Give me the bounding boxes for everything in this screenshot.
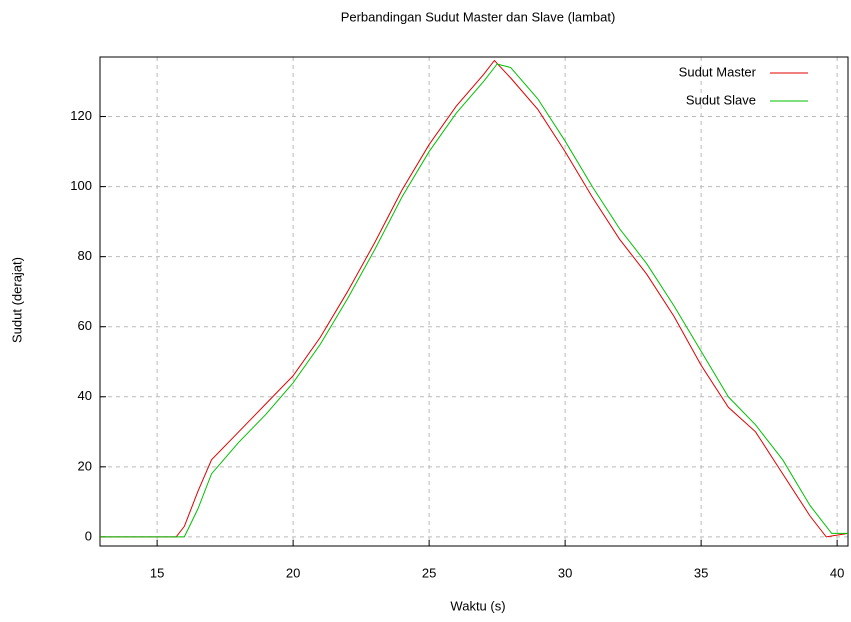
y-tick-label: 100 xyxy=(70,178,92,193)
series-line xyxy=(100,63,848,538)
y-tick-label: 40 xyxy=(78,388,92,403)
y-axis-label: Sudut (derajat) xyxy=(9,257,24,343)
x-tick-label: 20 xyxy=(286,565,300,580)
x-tick-label: 35 xyxy=(694,565,708,580)
series-line xyxy=(100,59,849,538)
x-tick-label: 40 xyxy=(830,565,844,580)
x-tick-label: 15 xyxy=(150,565,164,580)
legend-label: Sudut Master xyxy=(679,64,757,79)
y-tick-label: 120 xyxy=(70,108,92,123)
y-tick-label: 80 xyxy=(78,248,92,263)
x-tick-label: 30 xyxy=(558,565,572,580)
plot-frame xyxy=(99,56,849,547)
legend-label: Sudut Slave xyxy=(686,92,756,107)
y-tick-label: 20 xyxy=(78,458,92,473)
chart-title: Perbandingan Sudut Master dan Slave (lam… xyxy=(341,9,616,24)
x-axis-label: Waktu (s) xyxy=(450,598,505,613)
y-tick-label: 0 xyxy=(85,528,92,543)
x-tick-label: 25 xyxy=(422,565,436,580)
y-tick-label: 60 xyxy=(78,318,92,333)
